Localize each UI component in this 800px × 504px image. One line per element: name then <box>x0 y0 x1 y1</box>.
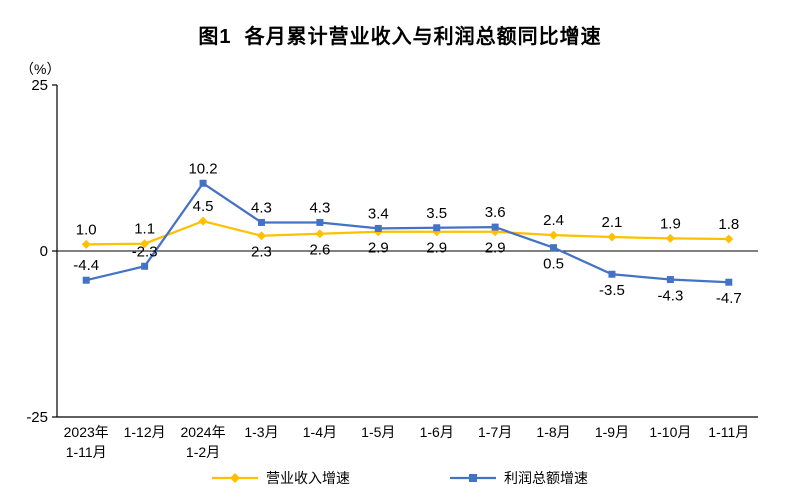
y-axis-unit-label: （%） <box>20 61 61 77</box>
marker-square <box>82 276 90 284</box>
data-label: 4.5 <box>193 198 214 215</box>
marker-square <box>374 224 382 232</box>
data-label: -4.3 <box>657 288 683 305</box>
data-label: 10.2 <box>188 160 217 177</box>
y-tick-label: 25 <box>31 77 48 94</box>
legend-item-profit: 利润总额增速 <box>450 468 588 488</box>
data-label: 1.0 <box>76 221 97 238</box>
legend-item-revenue: 营业收入增速 <box>212 468 350 488</box>
marker-square <box>199 179 207 187</box>
data-label: 3.4 <box>368 205 389 222</box>
data-label: -3.5 <box>599 282 625 299</box>
data-label: 2.9 <box>485 240 506 257</box>
x-tick-label: 1-11月 <box>708 424 749 440</box>
marker-diamond <box>140 239 150 249</box>
marker-square <box>491 223 499 231</box>
line-chart: 25 0 -25 2023年 1-11月 1-12月 2024年 1-2月 1-3月 1-4月 1-… <box>26 77 758 460</box>
x-tick-label: 1-10月 <box>649 424 691 440</box>
legend-marker-revenue-icon <box>212 473 258 483</box>
x-tick-label: 1-5月 <box>361 424 395 440</box>
chart-legend: 营业收入增速 利润总额增速 <box>0 468 800 488</box>
data-label: -4.7 <box>716 290 742 307</box>
marker-diamond <box>256 231 266 241</box>
x-tick-label: 1-6月 <box>420 424 454 440</box>
marker-square <box>550 244 558 252</box>
marker-diamond <box>549 230 559 240</box>
x-tick-label: 1-3月 <box>244 424 278 440</box>
data-label: 2.3 <box>251 244 272 261</box>
data-label: 3.6 <box>485 204 506 221</box>
marker-diamond <box>198 216 208 226</box>
legend-label-profit: 利润总额增速 <box>504 470 588 486</box>
y-tick-label: 0 <box>40 243 48 260</box>
marker-diamond <box>81 239 91 249</box>
marker-square <box>666 276 674 284</box>
legend-marker-profit-icon <box>450 474 496 482</box>
data-label: 1.9 <box>660 215 681 232</box>
legend-square-profit <box>469 474 477 482</box>
marker-diamond <box>724 234 734 244</box>
chart-title: 图1 各月累计营业收入与利润总额同比增速 <box>198 26 602 48</box>
data-label: 4.3 <box>309 199 330 216</box>
data-label: 2.1 <box>602 214 623 231</box>
data-label: 4.3 <box>251 199 272 216</box>
data-label: -4.4 <box>73 257 99 274</box>
x-tick-label: 2023年 1-11月 <box>64 424 109 460</box>
marker-diamond <box>607 232 617 242</box>
data-label: 1.1 <box>134 221 155 238</box>
y-tick-label: -25 <box>26 409 48 426</box>
x-tick-label: 1-8月 <box>536 424 570 440</box>
series-line-0 <box>86 219 729 246</box>
data-label: 2.4 <box>543 212 564 229</box>
marker-square <box>141 262 149 270</box>
data-label: -2.3 <box>132 243 158 260</box>
x-tick-label: 2024年 1-2月 <box>180 424 225 460</box>
x-tick-label: 1-7月 <box>478 424 512 440</box>
data-label: 1.8 <box>718 216 739 233</box>
legend-diamond-revenue <box>230 473 240 483</box>
marker-square <box>725 278 733 286</box>
marker-square <box>433 224 441 232</box>
legend-label-revenue: 营业收入增速 <box>266 470 350 486</box>
x-tick-label: 1-12月 <box>124 424 166 440</box>
marker-diamond <box>665 233 675 243</box>
marker-square <box>257 218 265 226</box>
marker-diamond <box>315 229 325 239</box>
data-label: 2.9 <box>426 240 447 257</box>
marker-square <box>316 218 324 226</box>
data-label: 0.5 <box>543 256 564 273</box>
x-tick-label: 1-4月 <box>303 424 337 440</box>
series-line-1 <box>85 181 729 284</box>
marker-square <box>608 270 616 278</box>
data-label: 2.9 <box>368 240 389 257</box>
x-tick-label: 1-9月 <box>595 424 629 440</box>
data-label: 3.5 <box>426 205 447 222</box>
data-label: 2.6 <box>309 242 330 259</box>
